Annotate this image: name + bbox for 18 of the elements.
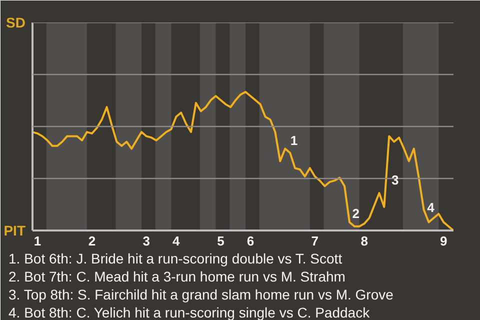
text: PIT <box>4 222 26 238</box>
x-tick-label: 7 <box>311 234 318 248</box>
annotation: 4 <box>427 200 436 215</box>
x-tick-label: 6 <box>246 234 254 248</box>
x-tick-label: 9 <box>440 234 448 248</box>
x-tick-label: 2 <box>88 234 96 248</box>
annotation: 3 <box>391 172 399 188</box>
annotation: 2 <box>352 206 360 222</box>
text: 2. Bot 7th: C. Mead hit a 3-run home run vs M. Strahm <box>8 268 346 284</box>
x-tick-label: 8 <box>360 234 368 248</box>
annotation: 1 <box>290 133 298 148</box>
text: 1. Bot 6th: J. Bride hit a run-scoring double vs T. Scott <box>8 250 342 266</box>
x-tick-label: 3 <box>142 234 150 248</box>
x-tick-label: 5 <box>217 234 224 248</box>
x-tick-label: 1 <box>34 234 42 248</box>
text: SD <box>6 14 26 30</box>
x-tick-label: 4 <box>172 234 181 248</box>
text: 3. Top 8th: S. Fairchild hit a grand slam home run vs M. Grove <box>8 286 394 302</box>
